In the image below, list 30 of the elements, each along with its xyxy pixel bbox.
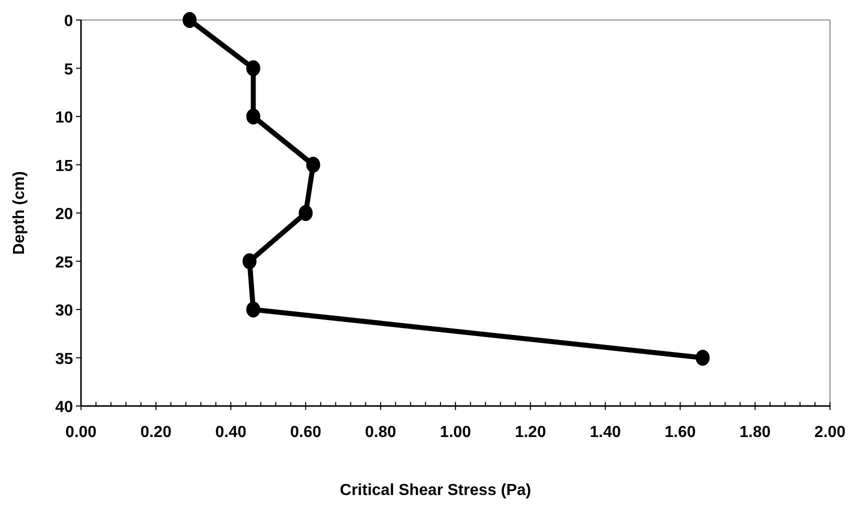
- y-axis-title: Depth (cm): [11, 171, 28, 255]
- x-tick-label: 1.80: [740, 424, 771, 441]
- y-tick-label: 5: [64, 61, 74, 78]
- point: [182, 12, 197, 28]
- x-tick-label: 1.00: [440, 424, 472, 441]
- point: [696, 350, 710, 366]
- y-tick-label: 40: [55, 399, 74, 416]
- y-tick-label: 30: [55, 302, 74, 320]
- x-tick-label: 0.40: [215, 424, 246, 441]
- x-tick-label: 1.20: [514, 424, 546, 441]
- y-tick-label: 25: [55, 254, 74, 272]
- point: [306, 156, 320, 173]
- y-tick-label: 35: [55, 350, 74, 368]
- x-tick-label: 0.20: [140, 424, 172, 441]
- x-tick-label: 1.60: [664, 424, 696, 441]
- point: [246, 108, 260, 124]
- x-tick-label: 0.60: [290, 424, 322, 441]
- point: [246, 302, 260, 318]
- x-tick-label: 0.00: [65, 424, 97, 441]
- x-tick-label: 0.80: [365, 424, 396, 441]
- x-axis-title: Critical Shear Stress (Pa): [340, 482, 532, 499]
- x-tick-label: 1.40: [590, 424, 621, 441]
- y-tick-label: 15: [55, 158, 74, 175]
- y-tick-label: 0: [64, 13, 74, 30]
- point: [242, 253, 257, 270]
- y-tick-label: 10: [55, 110, 74, 126]
- point: [246, 60, 260, 76]
- x-tick-label: 2.00: [814, 424, 846, 441]
- point: [298, 205, 313, 221]
- y-tick-label: 20: [55, 206, 74, 223]
